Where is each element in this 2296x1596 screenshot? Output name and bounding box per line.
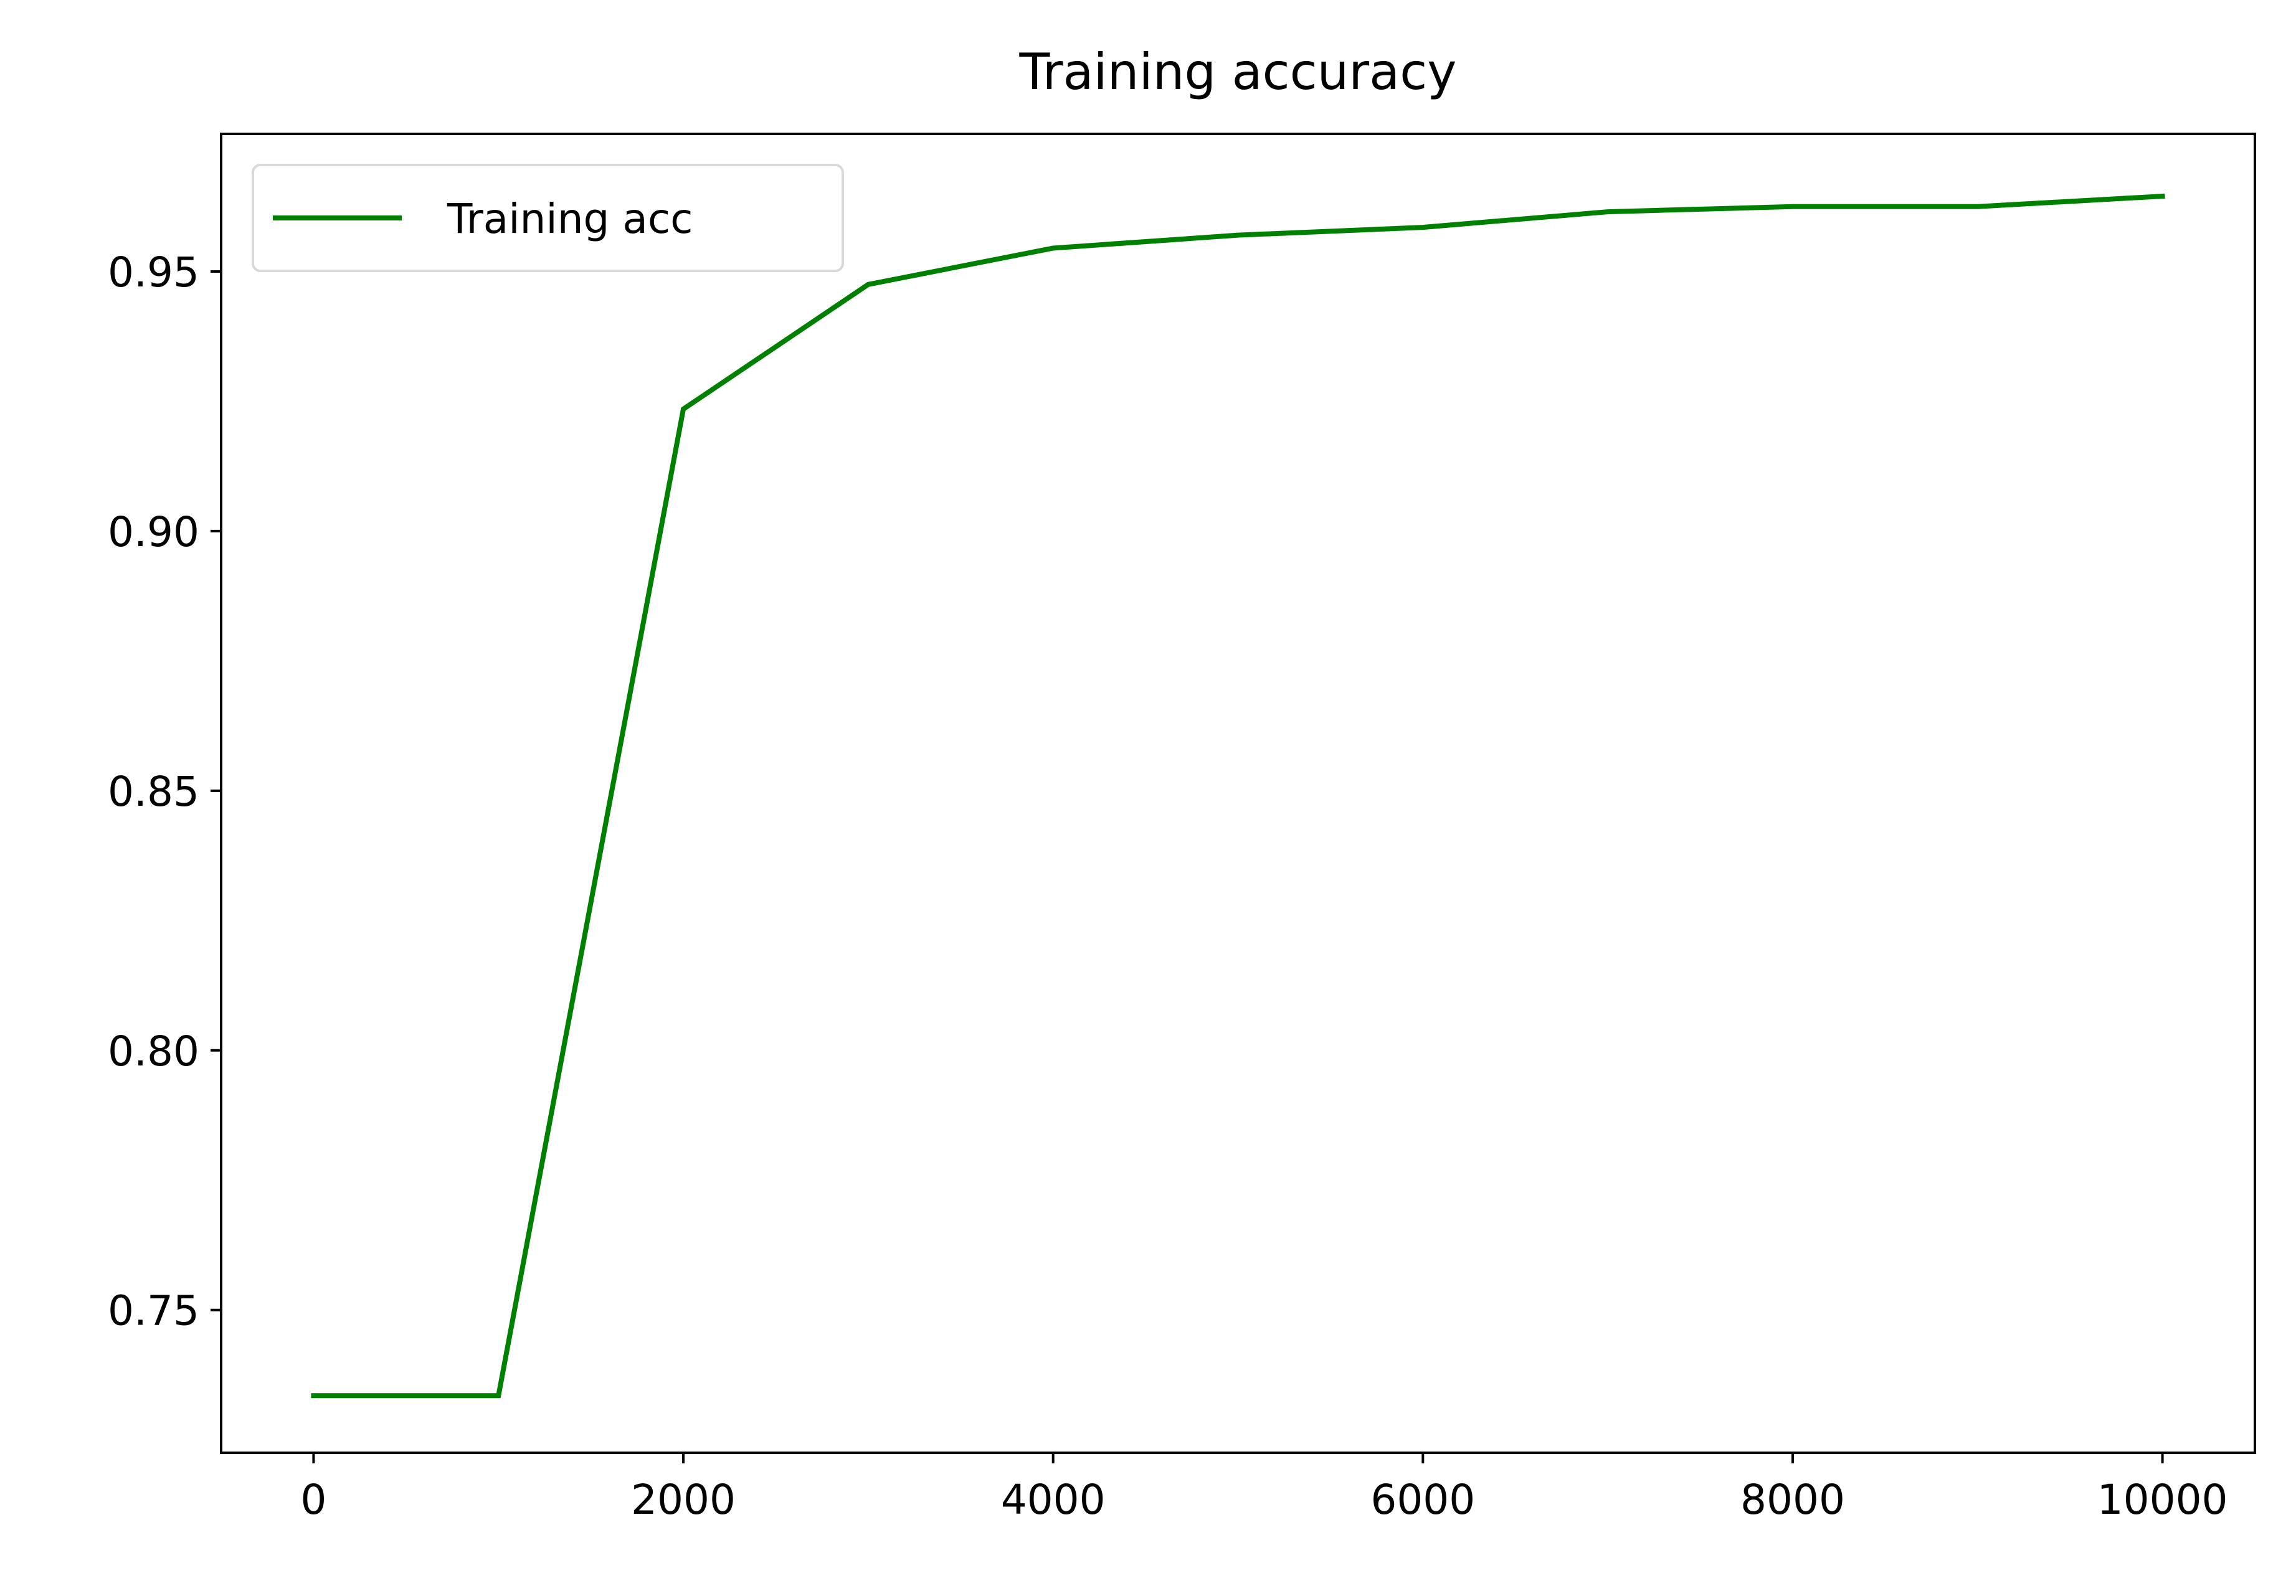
x-tick-label: 0 xyxy=(300,1476,326,1524)
x-tick-label: 2000 xyxy=(631,1476,736,1524)
plot-area: 0 2000 4000 6000 8000 10000 0.75 0.80 0.85 0.90 0.… xyxy=(108,133,2256,1524)
y-tick-label: 0.75 xyxy=(108,1287,199,1335)
chart-title: Training accuracy xyxy=(1018,43,1456,101)
y-tick-label: 0.95 xyxy=(108,248,199,296)
x-tick-label: 4000 xyxy=(1001,1476,1106,1524)
y-tick-label: 0.80 xyxy=(108,1027,199,1075)
legend-box xyxy=(252,164,844,272)
x-tick-label: 10000 xyxy=(2097,1476,2228,1524)
legend-label: Training acc xyxy=(447,195,693,243)
series-line-0 xyxy=(311,193,2165,1399)
x-tick-label: 6000 xyxy=(1370,1476,1475,1524)
legend: Training acc xyxy=(252,164,844,272)
y-tick-label: 0.85 xyxy=(108,768,199,816)
axes-frame xyxy=(220,133,2256,1454)
x-tick-label: 8000 xyxy=(1740,1476,1845,1524)
y-tick-label: 0.90 xyxy=(108,508,199,556)
